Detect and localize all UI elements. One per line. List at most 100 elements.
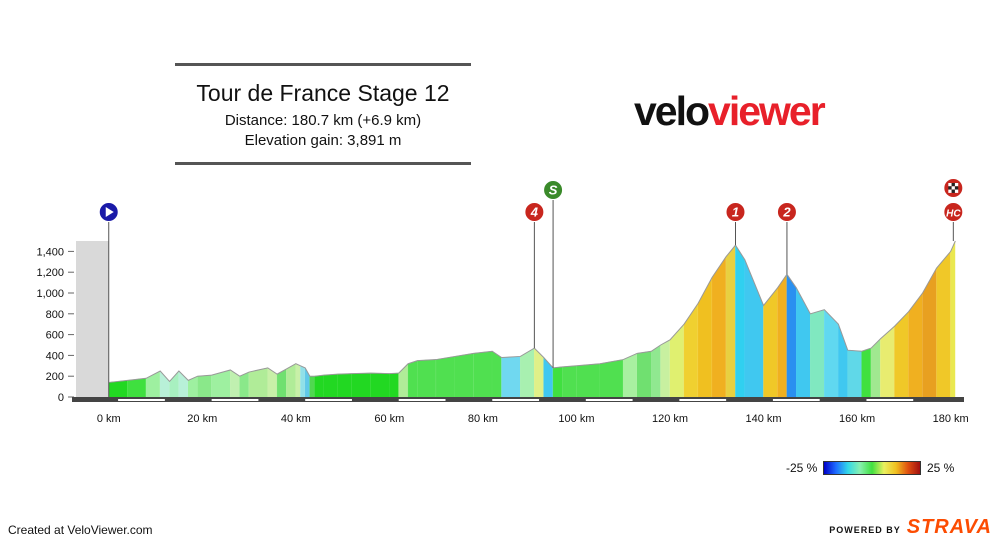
y-tick-label: 1,400	[36, 246, 64, 258]
profile-segment	[838, 324, 848, 398]
profile-segment	[473, 350, 493, 398]
profile-segment	[501, 356, 521, 398]
axis-dash	[492, 399, 540, 401]
profile-segment	[683, 302, 699, 398]
profile-segment	[651, 344, 661, 398]
checkered-flag-icon	[951, 183, 955, 187]
profile-segment	[950, 240, 956, 398]
profile-segment	[300, 365, 306, 398]
distance-text: Distance: 180.7 km (+6.9 km)	[224, 112, 422, 129]
elevation-gain-text: Elevation gain: 3,891 m	[244, 132, 402, 149]
legend-min-label: -25 %	[786, 461, 818, 475]
checkered-flag-icon	[954, 189, 959, 193]
profile-segment	[622, 352, 638, 398]
logo-part-viewer: viewer	[708, 88, 826, 134]
marker-label: 1	[732, 205, 739, 220]
profile-segment	[552, 366, 563, 398]
axis-dash	[398, 399, 446, 401]
x-tick-label: 100 km	[558, 413, 594, 425]
marker-label: S	[549, 183, 558, 198]
x-tick-label: 140 km	[746, 413, 782, 425]
profile-segment	[417, 359, 437, 398]
logo-part-velo: velo	[634, 88, 710, 134]
profile-segment	[492, 350, 502, 398]
profile-outline	[108, 240, 956, 383]
climb-marker	[725, 202, 746, 222]
axis-dash	[866, 399, 914, 401]
x-tick-label: 160 km	[839, 413, 875, 425]
profile-segment	[178, 370, 189, 398]
play-icon	[105, 207, 114, 217]
axis-dash	[772, 399, 820, 401]
profile-segment	[711, 255, 727, 398]
profile-segment	[169, 370, 180, 398]
x-tick-label: 60 km	[374, 413, 404, 425]
profile-segment	[309, 375, 315, 398]
profile-segment	[922, 267, 937, 398]
y-tick-label: 1,000	[36, 288, 64, 300]
profile-segment	[697, 277, 713, 398]
gradient-legend-bar	[823, 461, 921, 475]
stage-title: Tour de France Stage 12	[196, 80, 450, 106]
climb-marker	[776, 202, 797, 222]
profile-segment	[576, 363, 601, 398]
profile-segment	[669, 323, 685, 398]
profile-segment	[267, 367, 278, 398]
axis-dash	[211, 399, 259, 401]
marker-label: 2	[782, 205, 791, 220]
profile-segment	[370, 372, 390, 398]
veloviewer-logo: veloviewer	[634, 88, 826, 135]
checkered-flag-icon	[948, 189, 952, 193]
profile-segment	[562, 365, 577, 398]
strava-logo: STRAVA	[906, 516, 992, 538]
checkered-flag-icon	[948, 186, 952, 190]
profile-segment	[389, 372, 399, 398]
y-tick-label: 400	[46, 350, 64, 362]
profile-segment	[159, 370, 170, 398]
legend-max-label: 25 %	[927, 461, 955, 475]
profile-segment	[323, 373, 339, 398]
profile-segment	[230, 369, 240, 398]
profile-segment	[407, 360, 418, 398]
profile-segment	[861, 347, 872, 398]
profile-segment	[660, 339, 671, 398]
profile-segment	[295, 363, 301, 398]
x-tick-label: 80 km	[468, 413, 498, 425]
profile-segment	[810, 309, 825, 398]
profile-segment	[197, 374, 212, 398]
x-tick-label: 0 km	[97, 413, 121, 425]
profile-segment	[454, 353, 474, 398]
climb-marker	[524, 202, 545, 222]
y-tick-label: 800	[46, 309, 64, 321]
profile-segment	[351, 372, 371, 398]
profile-segment	[108, 380, 128, 398]
profile-segment	[936, 250, 951, 398]
y-tick-label: 0	[58, 392, 64, 404]
profile-segment	[824, 309, 839, 398]
x-tick-label: 40 km	[281, 413, 311, 425]
powered-by-strava[interactable]: POWERED BY STRAVA	[829, 516, 992, 539]
profile-segment	[599, 359, 624, 398]
axis-dash	[305, 399, 352, 401]
title-box: Tour de France Stage 12 Distance: 180.7 …	[175, 63, 471, 165]
created-at-link[interactable]: Created at VeloViewer.com	[8, 523, 153, 537]
profile-segment	[314, 374, 325, 398]
profile-segment	[744, 259, 764, 398]
profile-segment	[435, 356, 456, 398]
x-tick-label: 180 km	[933, 413, 969, 425]
profile-segment	[637, 350, 652, 398]
x-tick-label: 20 km	[187, 413, 217, 425]
sprint-marker	[543, 180, 564, 200]
x-tick-label: 120 km	[652, 413, 688, 425]
profile-segment	[777, 273, 788, 398]
profile-segment	[248, 367, 269, 398]
axis-dash	[585, 399, 633, 401]
y-tick-label: 200	[46, 371, 64, 383]
y-tick-label: 1,200	[36, 267, 64, 279]
checkered-flag-icon	[954, 183, 959, 187]
y-tick-label: 600	[46, 330, 64, 342]
axis-dash	[118, 399, 165, 401]
checkered-flag-icon	[954, 186, 959, 190]
profile-segment	[796, 287, 811, 398]
